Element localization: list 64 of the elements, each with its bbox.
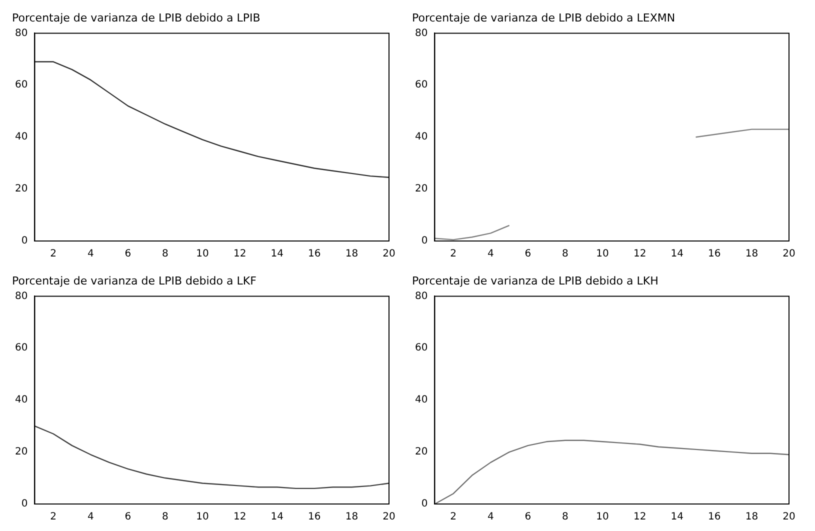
y-tick-label: 20 (14, 184, 28, 195)
x-tick-label: 14 (270, 248, 284, 260)
x-tick-label: 4 (87, 248, 94, 260)
y-tick-label: 40 (14, 394, 28, 406)
x-tick-label: 6 (524, 512, 532, 523)
x-tick-label: 8 (562, 512, 568, 523)
x-tick-label: 14 (270, 512, 284, 523)
y-tick-label: 0 (21, 498, 28, 510)
x-tick-label: 14 (670, 248, 684, 260)
y-tick-label: 60 (14, 342, 28, 354)
x-tick-label: 16 (708, 512, 721, 523)
x-tick-label: 20 (382, 248, 396, 260)
y-tick-label: 20 (414, 184, 428, 195)
x-tick-label: 12 (233, 512, 246, 523)
x-tick-label: 6 (524, 248, 532, 260)
x-tick-label: 12 (233, 248, 246, 260)
x-tick-label: 10 (196, 512, 209, 523)
x-tick-label: 2 (50, 512, 57, 523)
y-tick-label: 0 (421, 236, 428, 247)
y-tick-label: 40 (414, 394, 428, 406)
y-tick-label: 80 (14, 290, 28, 302)
x-tick-label: 20 (782, 248, 796, 260)
y-tick-label: 40 (14, 132, 28, 143)
y-tick-label: 60 (14, 80, 28, 91)
y-tick-label: 20 (14, 446, 28, 458)
x-tick-label: 4 (87, 512, 94, 523)
x-tick-label: 10 (596, 248, 609, 260)
x-tick-label: 20 (782, 512, 796, 523)
x-tick-label: 10 (196, 248, 209, 260)
x-tick-label: 16 (308, 512, 321, 523)
x-tick-label: 8 (162, 248, 168, 260)
chart-title: Porcentaje de varianza de LPIB debido a LPIB (12, 11, 260, 24)
y-tick-label: 80 (414, 28, 428, 39)
x-tick-label: 8 (162, 512, 168, 523)
y-tick-label: 0 (21, 236, 28, 247)
chart-title: Porcentaje de varianza de LPIB debido a LKH (412, 274, 658, 288)
x-tick-label: 6 (124, 512, 132, 523)
y-tick-label: 0 (421, 498, 428, 510)
x-tick-label: 12 (633, 248, 646, 260)
x-tick-label: 18 (745, 248, 758, 260)
x-tick-label: 16 (708, 248, 721, 260)
x-tick-label: 6 (124, 248, 132, 260)
x-tick-label: 2 (450, 248, 457, 260)
y-tick-label: 60 (414, 80, 428, 91)
x-tick-label: 4 (487, 512, 494, 523)
x-tick-label: 18 (345, 248, 358, 260)
x-tick-label: 14 (670, 512, 684, 523)
x-tick-label: 18 (745, 512, 758, 523)
x-tick-label: 2 (50, 248, 57, 260)
x-tick-label: 2 (450, 512, 457, 523)
x-tick-label: 4 (487, 248, 494, 260)
x-tick-label: 8 (562, 248, 568, 260)
x-tick-label: 16 (308, 248, 321, 260)
y-tick-label: 20 (414, 446, 428, 458)
chart-title: Porcentaje de varianza de LPIB debido a LKF (12, 274, 256, 288)
x-tick-label: 20 (382, 512, 396, 523)
y-tick-label: 60 (414, 342, 428, 354)
chart-title: Porcentaje de varianza de LPIB debido a LEXMN (412, 11, 676, 24)
y-tick-label: 80 (414, 290, 428, 302)
x-tick-label: 18 (345, 512, 358, 523)
y-tick-label: 40 (414, 132, 428, 143)
y-tick-label: 80 (14, 28, 28, 39)
x-tick-label: 12 (633, 512, 646, 523)
x-tick-label: 10 (596, 512, 609, 523)
